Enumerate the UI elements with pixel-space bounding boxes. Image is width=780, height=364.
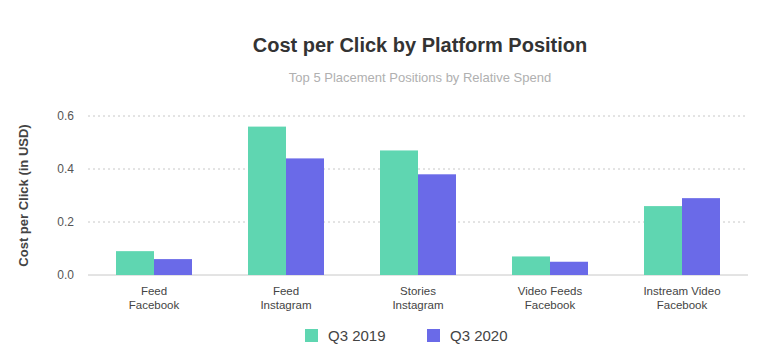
legend-swatch [305, 329, 318, 342]
x-tick-label-line: Feed [273, 285, 299, 297]
y-tick-label: 0.6 [57, 109, 74, 123]
x-tick-label: Stories Instagram [392, 285, 443, 311]
bar [116, 251, 154, 275]
bar [418, 174, 456, 275]
x-tick-label-line: Video Feeds [518, 285, 583, 297]
chart-container: Cost per Click by Platform Position Top 5… [0, 0, 780, 364]
x-tick-label-line: Instream Video [643, 285, 720, 297]
x-tick-label-line: Feed [141, 285, 167, 297]
x-tick-label-line: Facebook [129, 299, 180, 311]
x-tick-label-line: Instagram [392, 299, 443, 311]
bar [154, 259, 192, 275]
subtitle: Top 5 Placement Positions by Relative Sp… [289, 70, 551, 85]
y-tick-label: 0.4 [57, 162, 74, 176]
x-tick-label-line: Facebook [525, 299, 576, 311]
x-tick-label-line: Facebook [657, 299, 708, 311]
bar [380, 150, 418, 275]
x-tick-label: Feed Facebook [129, 285, 180, 311]
bar [286, 158, 324, 275]
x-tick-label: Instream Video Facebook [643, 285, 720, 311]
x-tick-label-line: Stories [400, 285, 436, 297]
bar [682, 198, 720, 275]
bar [550, 262, 588, 275]
bar [644, 206, 682, 275]
grid-line [88, 116, 748, 117]
bar [512, 256, 550, 275]
bar [248, 127, 286, 275]
y-tick-label: 0.0 [57, 268, 74, 282]
y-axis-label: Cost per Click (in USD) [16, 124, 31, 266]
x-tick-label: Feed Instagram [260, 285, 311, 311]
background [0, 0, 780, 364]
bars [116, 127, 720, 275]
title: Cost per Click by Platform Position [253, 34, 588, 56]
x-tick-label-line: Instagram [260, 299, 311, 311]
legend-label: Q3 2019 [328, 327, 386, 344]
legend-label: Q3 2020 [450, 327, 508, 344]
y-tick-label: 0.2 [57, 215, 74, 229]
legend-swatch [427, 329, 440, 342]
chart-svg: Cost per Click by Platform Position Top 5… [0, 0, 780, 364]
x-tick-label: Video Feeds Facebook [518, 285, 583, 311]
